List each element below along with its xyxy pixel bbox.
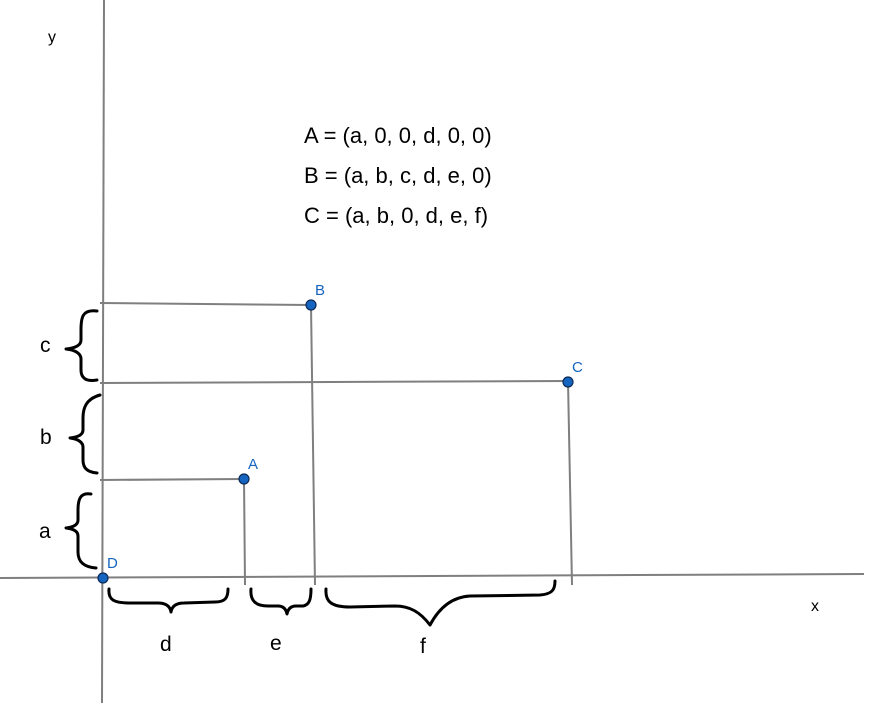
brace-label-a: a [39, 520, 51, 543]
guide-line-f [567, 380, 573, 586]
guide-line-e [310, 304, 316, 586]
formula-b: B = (a, b, c, d, e, 0) [304, 163, 492, 188]
point-a-label: A [248, 456, 258, 473]
brace-e [249, 587, 313, 616]
x-axis-label: x [811, 598, 819, 615]
y-axis-label: y [48, 29, 56, 46]
guide-line-c-level [99, 302, 312, 306]
point-c[interactable] [562, 376, 574, 388]
brace-c [64, 309, 99, 382]
brace-f [324, 579, 557, 627]
y-axis [101, 0, 105, 703]
x-axis [0, 573, 865, 579]
brace-label-d: d [160, 633, 172, 656]
point-c-label: C [572, 359, 583, 376]
brace-label-f: f [420, 635, 426, 658]
brace-label-b: b [40, 426, 52, 449]
guide-line-a [99, 478, 245, 481]
brace-label-e: e [270, 632, 282, 655]
brace-label-c: c [40, 334, 51, 357]
point-d-label: D [107, 555, 118, 572]
guide-line-b-level [99, 380, 569, 384]
brace-d [107, 587, 230, 614]
point-a[interactable] [238, 473, 250, 485]
brace-b [68, 393, 102, 475]
formula-a: A = (a, 0, 0, d, 0, 0) [304, 123, 492, 148]
formula-c: C = (a, b, 0, d, e, f) [304, 203, 488, 228]
point-d[interactable] [97, 572, 109, 584]
brace-a [64, 492, 98, 570]
guide-line-d [243, 478, 246, 586]
point-b[interactable] [305, 299, 317, 311]
point-b-label: B [315, 282, 325, 299]
